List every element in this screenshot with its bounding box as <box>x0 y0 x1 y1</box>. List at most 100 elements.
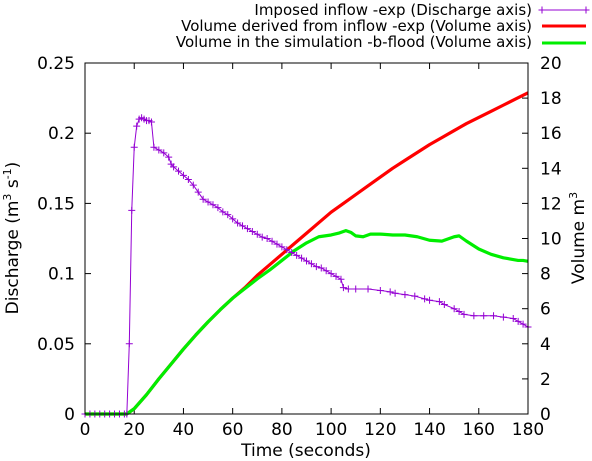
x-tick-label: 80 <box>271 420 293 440</box>
right-y-tick-label: 4 <box>540 335 551 355</box>
x-tick-label: 0 <box>80 420 91 440</box>
data-point <box>303 257 310 265</box>
right-y-axis-label: Volume m3 <box>567 192 589 284</box>
data-point <box>435 298 443 306</box>
legend-swatch-inflow <box>538 6 590 14</box>
data-point <box>248 227 256 235</box>
data-point <box>401 291 409 299</box>
data-point <box>426 296 434 304</box>
data-point <box>130 143 138 151</box>
data-point <box>327 270 335 278</box>
left-y-tick-label: 0.2 <box>48 124 75 144</box>
data-point <box>421 295 429 303</box>
left-y-tick-label: 0.1 <box>48 265 75 285</box>
data-point <box>470 312 478 320</box>
data-point <box>519 320 527 328</box>
data-point <box>170 163 178 171</box>
data-point <box>490 312 498 320</box>
legend-label-volume-simulation: Volume in the simulation -b-flood (Volum… <box>176 33 532 51</box>
left-y-tick-label: 0.15 <box>37 194 75 214</box>
left-y-axis-label-sup1: 3 <box>1 194 14 201</box>
x-tick-label: 40 <box>173 420 195 440</box>
data-point <box>283 246 291 254</box>
legend-swatch-marker <box>538 6 546 14</box>
data-point <box>455 308 463 316</box>
data-point <box>258 233 266 241</box>
data-point <box>273 240 281 248</box>
left-y-axis-label-text: Discharge (m <box>3 201 23 315</box>
series-layer <box>81 91 532 418</box>
data-point <box>450 305 458 313</box>
data-point <box>155 146 163 154</box>
data-point <box>460 310 468 318</box>
data-point <box>352 285 360 293</box>
data-point <box>391 289 399 297</box>
x-tick-label: 180 <box>512 420 544 440</box>
data-point <box>514 317 522 325</box>
data-point <box>332 272 340 280</box>
right-y-tick-label: 2 <box>540 370 551 390</box>
right-y-tick-label: 14 <box>540 159 562 179</box>
left-y-tick-label: 0.25 <box>37 54 75 74</box>
data-point <box>179 171 187 179</box>
x-axis-ticks: 0 20 40 60 80 100 120 140 160 180 <box>80 63 544 440</box>
x-tick-label: 100 <box>315 420 347 440</box>
data-point <box>312 263 320 271</box>
left-y-tick-label: 0 <box>64 405 75 425</box>
series-2 <box>85 229 529 416</box>
legend-swatch-marker <box>582 6 590 14</box>
right-y-tick-label: 18 <box>540 89 562 109</box>
data-point <box>278 243 286 251</box>
data-point <box>214 204 222 212</box>
x-tick-label: 20 <box>123 420 145 440</box>
data-point <box>480 312 488 320</box>
data-point <box>376 286 384 294</box>
right-y-axis-label-sup: 3 <box>567 192 580 199</box>
right-y-axis-label-text: Volume m <box>569 199 589 284</box>
legend-label-volume-derived: Volume derived from inflow -exp (Volume … <box>181 17 532 35</box>
data-point <box>150 143 158 151</box>
series-line <box>85 229 529 416</box>
data-point <box>189 181 197 189</box>
data-point <box>224 211 232 219</box>
data-point <box>364 285 372 293</box>
data-point <box>184 176 192 184</box>
data-point <box>322 267 330 275</box>
data-point <box>288 249 296 257</box>
left-y-tick-label: 0.05 <box>37 335 75 355</box>
left-y-axis-label-sup2: -1 <box>1 168 14 179</box>
data-point <box>160 149 168 157</box>
data-point <box>411 292 419 300</box>
data-point <box>263 235 271 242</box>
right-y-tick-label: 16 <box>540 124 562 144</box>
data-point <box>234 219 242 227</box>
data-point <box>219 208 227 216</box>
left-y-axis-ticks: 0 0.05 0.1 0.15 0.2 0.25 <box>37 54 91 425</box>
plot-frame <box>84 62 529 415</box>
right-y-tick-label: 12 <box>540 194 562 214</box>
x-tick-label: 160 <box>463 420 495 440</box>
x-tick-label: 120 <box>364 420 396 440</box>
legend-label-inflow: Imposed inflow -exp (Discharge axis) <box>254 1 532 19</box>
left-y-axis-label: Discharge (m3 s-1) <box>1 162 23 315</box>
data-point <box>204 198 212 206</box>
data-point <box>344 285 352 293</box>
right-y-tick-label: 0 <box>540 405 551 425</box>
data-point <box>128 206 136 214</box>
data-point <box>165 153 173 161</box>
left-y-axis-label-end: ) <box>3 162 23 169</box>
data-point <box>239 222 247 230</box>
data-point <box>268 237 276 245</box>
series-0 <box>81 114 532 418</box>
legend: Imposed inflow -exp (Discharge axis) Vol… <box>176 1 590 51</box>
data-point <box>293 251 301 259</box>
right-y-tick-label: 20 <box>540 54 562 74</box>
x-axis-label: Time (seconds) <box>240 441 371 461</box>
data-point <box>175 167 183 175</box>
data-point <box>253 230 261 238</box>
right-y-axis-ticks: 0 2 4 6 8 10 12 14 16 18 20 <box>522 54 562 425</box>
data-point <box>243 225 251 233</box>
data-point <box>337 275 345 283</box>
